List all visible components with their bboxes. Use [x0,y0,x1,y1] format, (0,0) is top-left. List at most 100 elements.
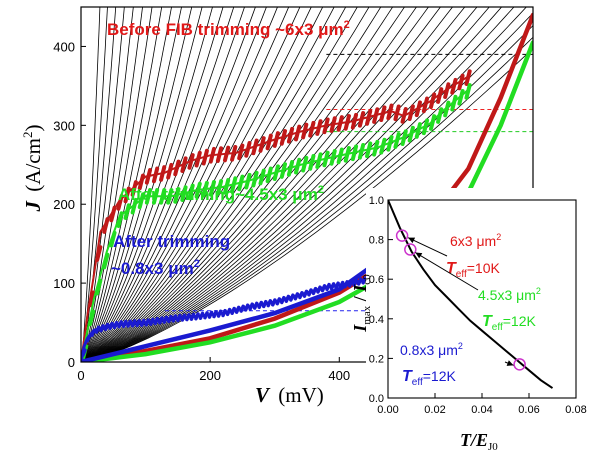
branch-curve [81,7,324,362]
series-envelope [81,12,533,362]
annotation-after2b-text: ~0.8x3 μm [111,259,194,278]
branch-curve [81,7,370,362]
inset-y-tick-label: 0.0 [369,393,384,405]
branch-curve [81,7,429,362]
inset-ann3-eff: eff [412,377,423,388]
inset-ann3-sup: 2 [458,341,463,351]
branch-curve [81,7,466,362]
inset-xlabel: T/EJ0 [460,430,498,453]
branch-curve [81,7,312,362]
data-series [81,12,533,362]
inset-ylabel: Imax / Ic0 [350,274,373,333]
main-xlabel: V (mV) [255,383,324,407]
inset-arrow-2-head [415,252,423,259]
x-tick-label: 400 [328,368,350,383]
series-branch-mark [109,230,117,248]
inset-y-tick-label: 0.8 [369,235,384,247]
series-branch-line [81,275,379,362]
inset-y-tick-label: 0.6 [369,274,384,286]
branch-curve [81,7,347,362]
inset-arrow-1 [407,237,448,257]
y-tick-label: 400 [53,39,75,54]
main-ylabel-sup: 2 [20,132,35,139]
main-ylabel-unit: (A/cm [21,138,45,192]
series-branch-mark [123,186,131,204]
inset-ann1-eq: = [467,260,475,276]
inset-axes: 0.00 0.02 0.04 0.06 0.08 0.0 0.2 0.4 0.6 0.8 1.0 [369,195,587,416]
branch-curve [81,7,527,362]
branch-curve [81,7,267,362]
branch-curve [81,47,533,362]
inset-ann2-size-text: 4.5x3 μm [478,287,536,303]
branch-curve [81,7,394,362]
annotation-before-trimming: Before FIB trimming ~6x3 μm2 [107,19,350,39]
series-envelope [81,40,533,362]
inset-x-tick-label: 0.00 [377,404,398,416]
inset-y-tick-label: 1.0 [369,195,384,207]
inset-ann3-teff: Teff=12K [402,368,456,388]
branch-curve [81,7,454,362]
x-tick-label: 200 [199,368,221,383]
branch-curve [81,24,533,362]
series-branch-mark [88,290,96,308]
inset-ann1-val: 10K [475,260,501,276]
branch-curve [81,7,490,362]
branch-curve [81,36,533,362]
main-ylabel: J (A/cm2) [20,125,45,213]
reference-lines [164,53,533,312]
inset-annotation-3: 0.8x3 μm2 Teff=12K [400,341,463,388]
inset-ann2-sup: 2 [536,286,541,296]
inset-xlabel-var: T/E [460,430,488,450]
annotation-after-trimming-2a: After trimming [113,232,230,251]
inset-xlabel-sub: J0 [488,441,498,453]
series-branch-mark [436,107,444,124]
main-plot-frame [80,6,534,363]
inset-ann2-eff: eff [492,322,503,333]
inset-ann1-sup: 2 [496,232,501,242]
branch-curve [81,7,101,362]
y-tick-label: 0 [68,355,75,370]
series-branch-mark [88,309,96,327]
branch-curve [81,7,301,362]
series-branch-mark [428,114,437,131]
annotation-before-text: Before FIB trimming ~6x3 μm [107,20,344,39]
inset-ann3-eq: = [423,368,431,384]
inset-ann2-size: 4.5x3 μm2 [478,286,541,303]
inset-ann1-eff: eff [456,269,467,280]
inset-arrow-2 [415,252,479,291]
y-tick-label: 200 [53,197,75,212]
inset-ylabel-c0: c0 [361,274,373,285]
inset-x-tick-label: 0.08 [565,404,586,416]
inset-points [395,229,526,371]
inset-chart: 0.00 0.02 0.04 0.06 0.08 0.0 0.2 0.4 0.6 0.8 1.0 T… [350,188,604,454]
branch-curve [81,7,290,362]
branch-curve [81,7,335,362]
branch-curve [81,7,358,362]
inset-ylabel-sep: / [350,292,370,306]
inset-x-tick-label: 0.06 [518,404,539,416]
series-branch-mark [95,278,103,296]
main-xlabel-unit: (mV) [278,383,324,407]
main-ylabel-close: ) [21,125,45,132]
inset-ann3-size-text: 0.8x3 μm [400,342,458,358]
inset-ann1-size: 6x3 μm2 [450,232,501,249]
main-xlabel-var: V [255,383,271,407]
branch-curve [81,7,278,362]
inset-ann2-eq: = [503,313,511,329]
inset-ann3-t: T [402,368,413,385]
inset-ann1-t: T [446,260,457,277]
series-branch-mark [137,173,145,191]
inset-annotation-2: 4.5x3 μm2 Teff=12K [478,286,541,333]
inset-data-point [395,229,409,242]
annotation-after-trimming-1: After trimming~4.5x3 μm2 [118,184,324,204]
branch-curve [81,7,515,362]
branch-curve [81,7,405,362]
annotation-after1-sup: 2 [318,184,324,196]
annotation-before-sup: 2 [344,19,350,31]
inset-arrow-3-head [506,360,514,366]
main-ylabel-var: J [21,199,45,212]
inset-ylabel-i1: I [350,324,370,333]
series-branch-mark [464,83,472,100]
annotation-after-trimming-2b: ~0.8x3 μm2 [111,258,200,278]
inset-ylabel-max: max [361,305,373,324]
